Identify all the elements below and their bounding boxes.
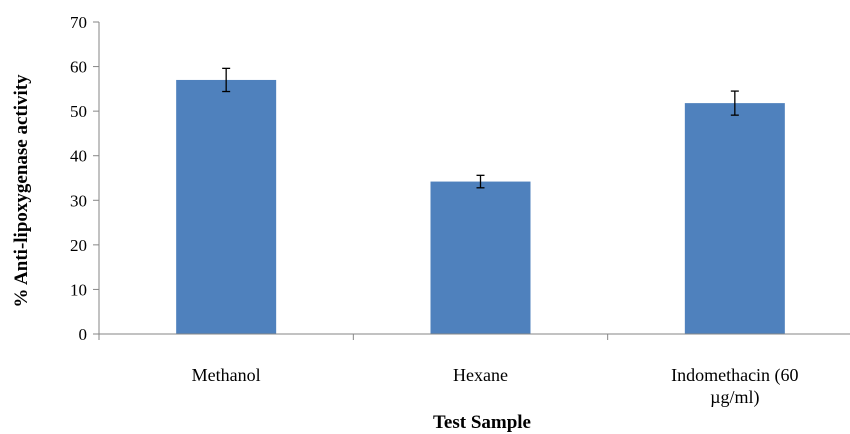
x-tick-label-line: µg/ml) [710, 387, 759, 408]
x-tick-label: Indomethacin (60 µg/ml) [671, 365, 798, 408]
error-bars [222, 67, 739, 189]
y-tick-label: 30 [70, 191, 87, 210]
y-tick-label: 70 [70, 13, 87, 32]
y-tick-labels: 0 10 20 30 40 50 60 70 [70, 13, 87, 344]
axes [93, 21, 850, 340]
y-tick-label: 0 [79, 325, 88, 344]
bars [176, 79, 785, 335]
y-tick-label: 40 [70, 147, 87, 166]
y-axis-title: % Anti-lipoxygenase activity [11, 74, 32, 308]
x-tick-label: Methanol [192, 365, 261, 385]
x-tick-label-line: Methanol [192, 365, 261, 385]
bar [430, 181, 531, 334]
bar [176, 79, 277, 334]
x-axis-title: Test Sample [433, 412, 531, 433]
x-tick-label: Hexane [453, 365, 508, 385]
x-tick-label-line: Hexane [453, 365, 508, 385]
x-tick-label-line: Indomethacin (60 [671, 365, 798, 386]
x-tick-labels: Methanol Hexane Indomethacin (60 µg/ml) [192, 365, 799, 408]
y-tick-label: 50 [70, 102, 87, 121]
y-tick-label: 20 [70, 236, 87, 255]
bar [684, 103, 785, 335]
y-tick-label: 10 [70, 280, 87, 299]
y-tick-label: 60 [70, 58, 87, 77]
